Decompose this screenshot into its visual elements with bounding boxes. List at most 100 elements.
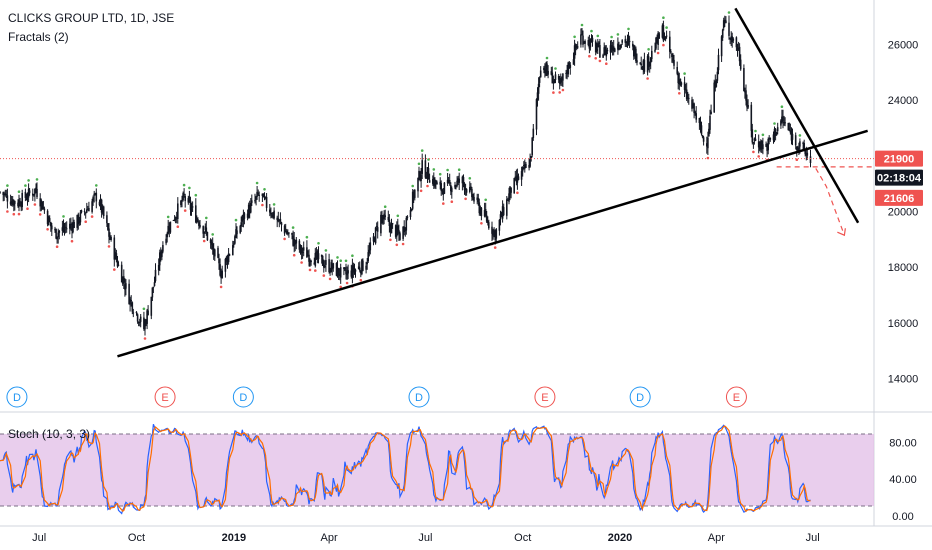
candle-body bbox=[292, 235, 294, 246]
candle-body bbox=[354, 269, 357, 272]
candle-body bbox=[132, 312, 135, 314]
candle-body bbox=[753, 138, 756, 141]
candle-body bbox=[332, 263, 335, 269]
time-axis[interactable]: Jul Oct 2019 Apr Jul Oct 2020 Apr Jul bbox=[32, 532, 820, 544]
candle-body bbox=[612, 46, 615, 52]
fractal-down-marker bbox=[558, 91, 561, 94]
candle-body bbox=[678, 79, 681, 84]
candle-body bbox=[58, 230, 61, 233]
fractal-up-marker bbox=[95, 184, 98, 187]
fractal-down-marker bbox=[395, 243, 399, 247]
projection-arrow[interactable] bbox=[815, 168, 845, 236]
candle-body bbox=[649, 57, 652, 63]
candle-body bbox=[181, 200, 183, 202]
candle-body bbox=[246, 213, 249, 218]
earnings-event-marker[interactable]: E bbox=[534, 386, 556, 408]
candle-body bbox=[331, 263, 333, 270]
price-axis[interactable]: 26000240002200020000180001600014000 bbox=[888, 40, 919, 386]
candle-body bbox=[664, 36, 667, 40]
candle-body bbox=[547, 70, 549, 75]
falling-resistance-trendline[interactable] bbox=[734, 7, 860, 224]
symbol-title[interactable]: CLICKS GROUP LTD, 1D, JSE bbox=[8, 11, 174, 25]
candle-body bbox=[309, 259, 311, 261]
candle-body bbox=[101, 206, 104, 213]
candle-body bbox=[762, 144, 764, 150]
earnings-event-marker[interactable]: E bbox=[725, 386, 747, 408]
price-tick-label: 24000 bbox=[888, 95, 919, 107]
stoch-d-line bbox=[0, 425, 811, 513]
price-tick-label: 26000 bbox=[888, 40, 919, 52]
fractal-up-marker bbox=[627, 27, 630, 31]
candle-body bbox=[233, 243, 235, 245]
event-label: D bbox=[13, 392, 21, 404]
candle-body bbox=[62, 225, 65, 230]
candle-body bbox=[417, 177, 419, 192]
candle-body bbox=[725, 20, 727, 23]
dividend-event-marker[interactable]: D bbox=[6, 386, 28, 408]
candle-body bbox=[498, 220, 501, 231]
price-tick-label: 14000 bbox=[888, 374, 919, 386]
candle-body bbox=[150, 296, 153, 316]
dividend-event-marker[interactable]: D bbox=[232, 386, 254, 408]
stoch-tick-label: 40.00 bbox=[889, 474, 917, 486]
candle-body bbox=[128, 283, 130, 305]
fractal-down-marker bbox=[464, 197, 467, 201]
candle-body bbox=[278, 219, 281, 221]
candle-body bbox=[247, 204, 250, 218]
candle-body bbox=[240, 222, 242, 227]
fractal-up-marker bbox=[754, 129, 757, 133]
fractal-up-marker bbox=[166, 215, 170, 219]
event-circle bbox=[154, 386, 176, 408]
candle-body bbox=[310, 260, 312, 263]
candle-body bbox=[671, 54, 673, 58]
candle-body bbox=[791, 133, 794, 140]
candle-body bbox=[655, 37, 657, 49]
candle-body bbox=[228, 254, 231, 256]
fractal-down-marker bbox=[292, 253, 296, 257]
candle-body bbox=[731, 36, 733, 42]
candle-body bbox=[251, 200, 253, 203]
trendlines-layer[interactable] bbox=[117, 7, 869, 358]
candle-body bbox=[391, 223, 394, 225]
candle-body bbox=[191, 206, 194, 208]
candle-body bbox=[706, 143, 708, 147]
candle-body bbox=[469, 187, 471, 192]
earnings-event-marker[interactable]: E bbox=[154, 386, 176, 408]
candle-body bbox=[71, 225, 73, 232]
dividend-event-marker[interactable]: D bbox=[408, 386, 430, 408]
candle-body bbox=[774, 129, 777, 136]
candle-body bbox=[374, 227, 377, 244]
candle-body bbox=[751, 129, 754, 143]
stoch-axis[interactable]: 80.00 40.00 0.00 bbox=[889, 437, 917, 523]
fractal-down-marker bbox=[12, 212, 16, 216]
fractal-down-marker bbox=[426, 184, 429, 188]
candle-body bbox=[781, 116, 783, 122]
candle-body bbox=[167, 225, 169, 234]
candle-body bbox=[455, 185, 457, 187]
candle-body bbox=[107, 223, 109, 230]
candle-body bbox=[421, 160, 423, 174]
stoch-indicator-label[interactable]: Stoch (10, 3, 3) bbox=[8, 427, 90, 441]
candle-body bbox=[716, 71, 719, 81]
candle-body bbox=[406, 216, 409, 219]
fractal-up-marker bbox=[590, 29, 593, 33]
candle-body bbox=[83, 211, 86, 213]
candle-body bbox=[428, 180, 431, 183]
candle-body bbox=[125, 283, 127, 289]
dividend-event-marker[interactable]: D bbox=[629, 386, 651, 408]
candle-body bbox=[151, 287, 154, 298]
fractals-indicator-label[interactable]: Fractals (2) bbox=[8, 30, 69, 44]
candle-body bbox=[9, 201, 12, 205]
candle-body bbox=[115, 253, 118, 261]
candle-body bbox=[197, 219, 199, 222]
candle-body bbox=[172, 220, 175, 221]
price-pane[interactable] bbox=[0, 0, 874, 412]
rising-support-trendline[interactable] bbox=[117, 129, 869, 358]
candle-body bbox=[308, 254, 310, 262]
candle-body bbox=[98, 201, 101, 206]
stoch-tick-label: 0.00 bbox=[892, 511, 913, 523]
candle-body bbox=[33, 194, 35, 196]
candle-body bbox=[160, 251, 162, 258]
